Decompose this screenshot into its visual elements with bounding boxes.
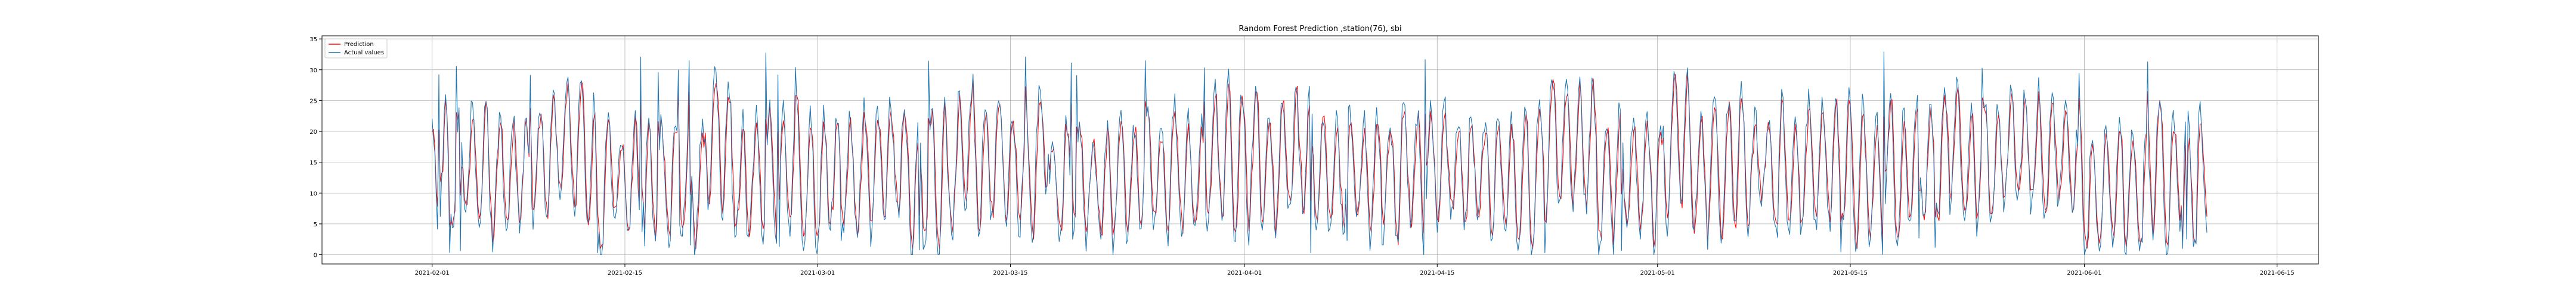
- legend-prediction-label: Prediction: [344, 41, 374, 48]
- y-tick-label: 25: [309, 98, 317, 105]
- x-tick-label: 2021-02-15: [608, 270, 642, 277]
- y-tick-label: 35: [309, 36, 317, 43]
- legend-box: [324, 38, 388, 59]
- chart-title: Random Forest Prediction ,station(76), s…: [1239, 24, 1401, 33]
- x-tick-label: 2021-06-01: [2067, 270, 2101, 277]
- y-tick-label: 5: [314, 222, 317, 228]
- axis-ticks: 2021-02-01 2021-02-15 2021-03-01 2021-03-15…: [309, 36, 2295, 277]
- x-tick-label: 2021-04-01: [1227, 270, 1262, 277]
- x-tick-label: 2021-06-15: [2260, 270, 2295, 277]
- y-tick-label: 10: [309, 191, 317, 197]
- y-tick-label: 30: [309, 67, 317, 74]
- legend: Prediction Actual values: [324, 38, 388, 59]
- plot-area-frame: [321, 35, 2319, 265]
- x-tick-label: 2021-03-01: [800, 270, 835, 277]
- data-series: [432, 51, 2207, 256]
- y-tick-label: 20: [309, 129, 317, 136]
- actual-values-line: [432, 51, 2207, 256]
- x-tick-label: 2021-03-15: [993, 270, 1027, 277]
- legend-actual-label: Actual values: [344, 50, 384, 56]
- x-tick-label: 2021-05-15: [1833, 270, 1868, 277]
- x-tick-label: 2021-05-01: [1640, 270, 1675, 277]
- x-tick-label: 2021-02-01: [415, 270, 450, 277]
- y-tick-label: 0: [314, 253, 317, 259]
- x-tick-label: 2021-04-15: [1420, 270, 1454, 277]
- y-tick-label: 15: [309, 160, 317, 167]
